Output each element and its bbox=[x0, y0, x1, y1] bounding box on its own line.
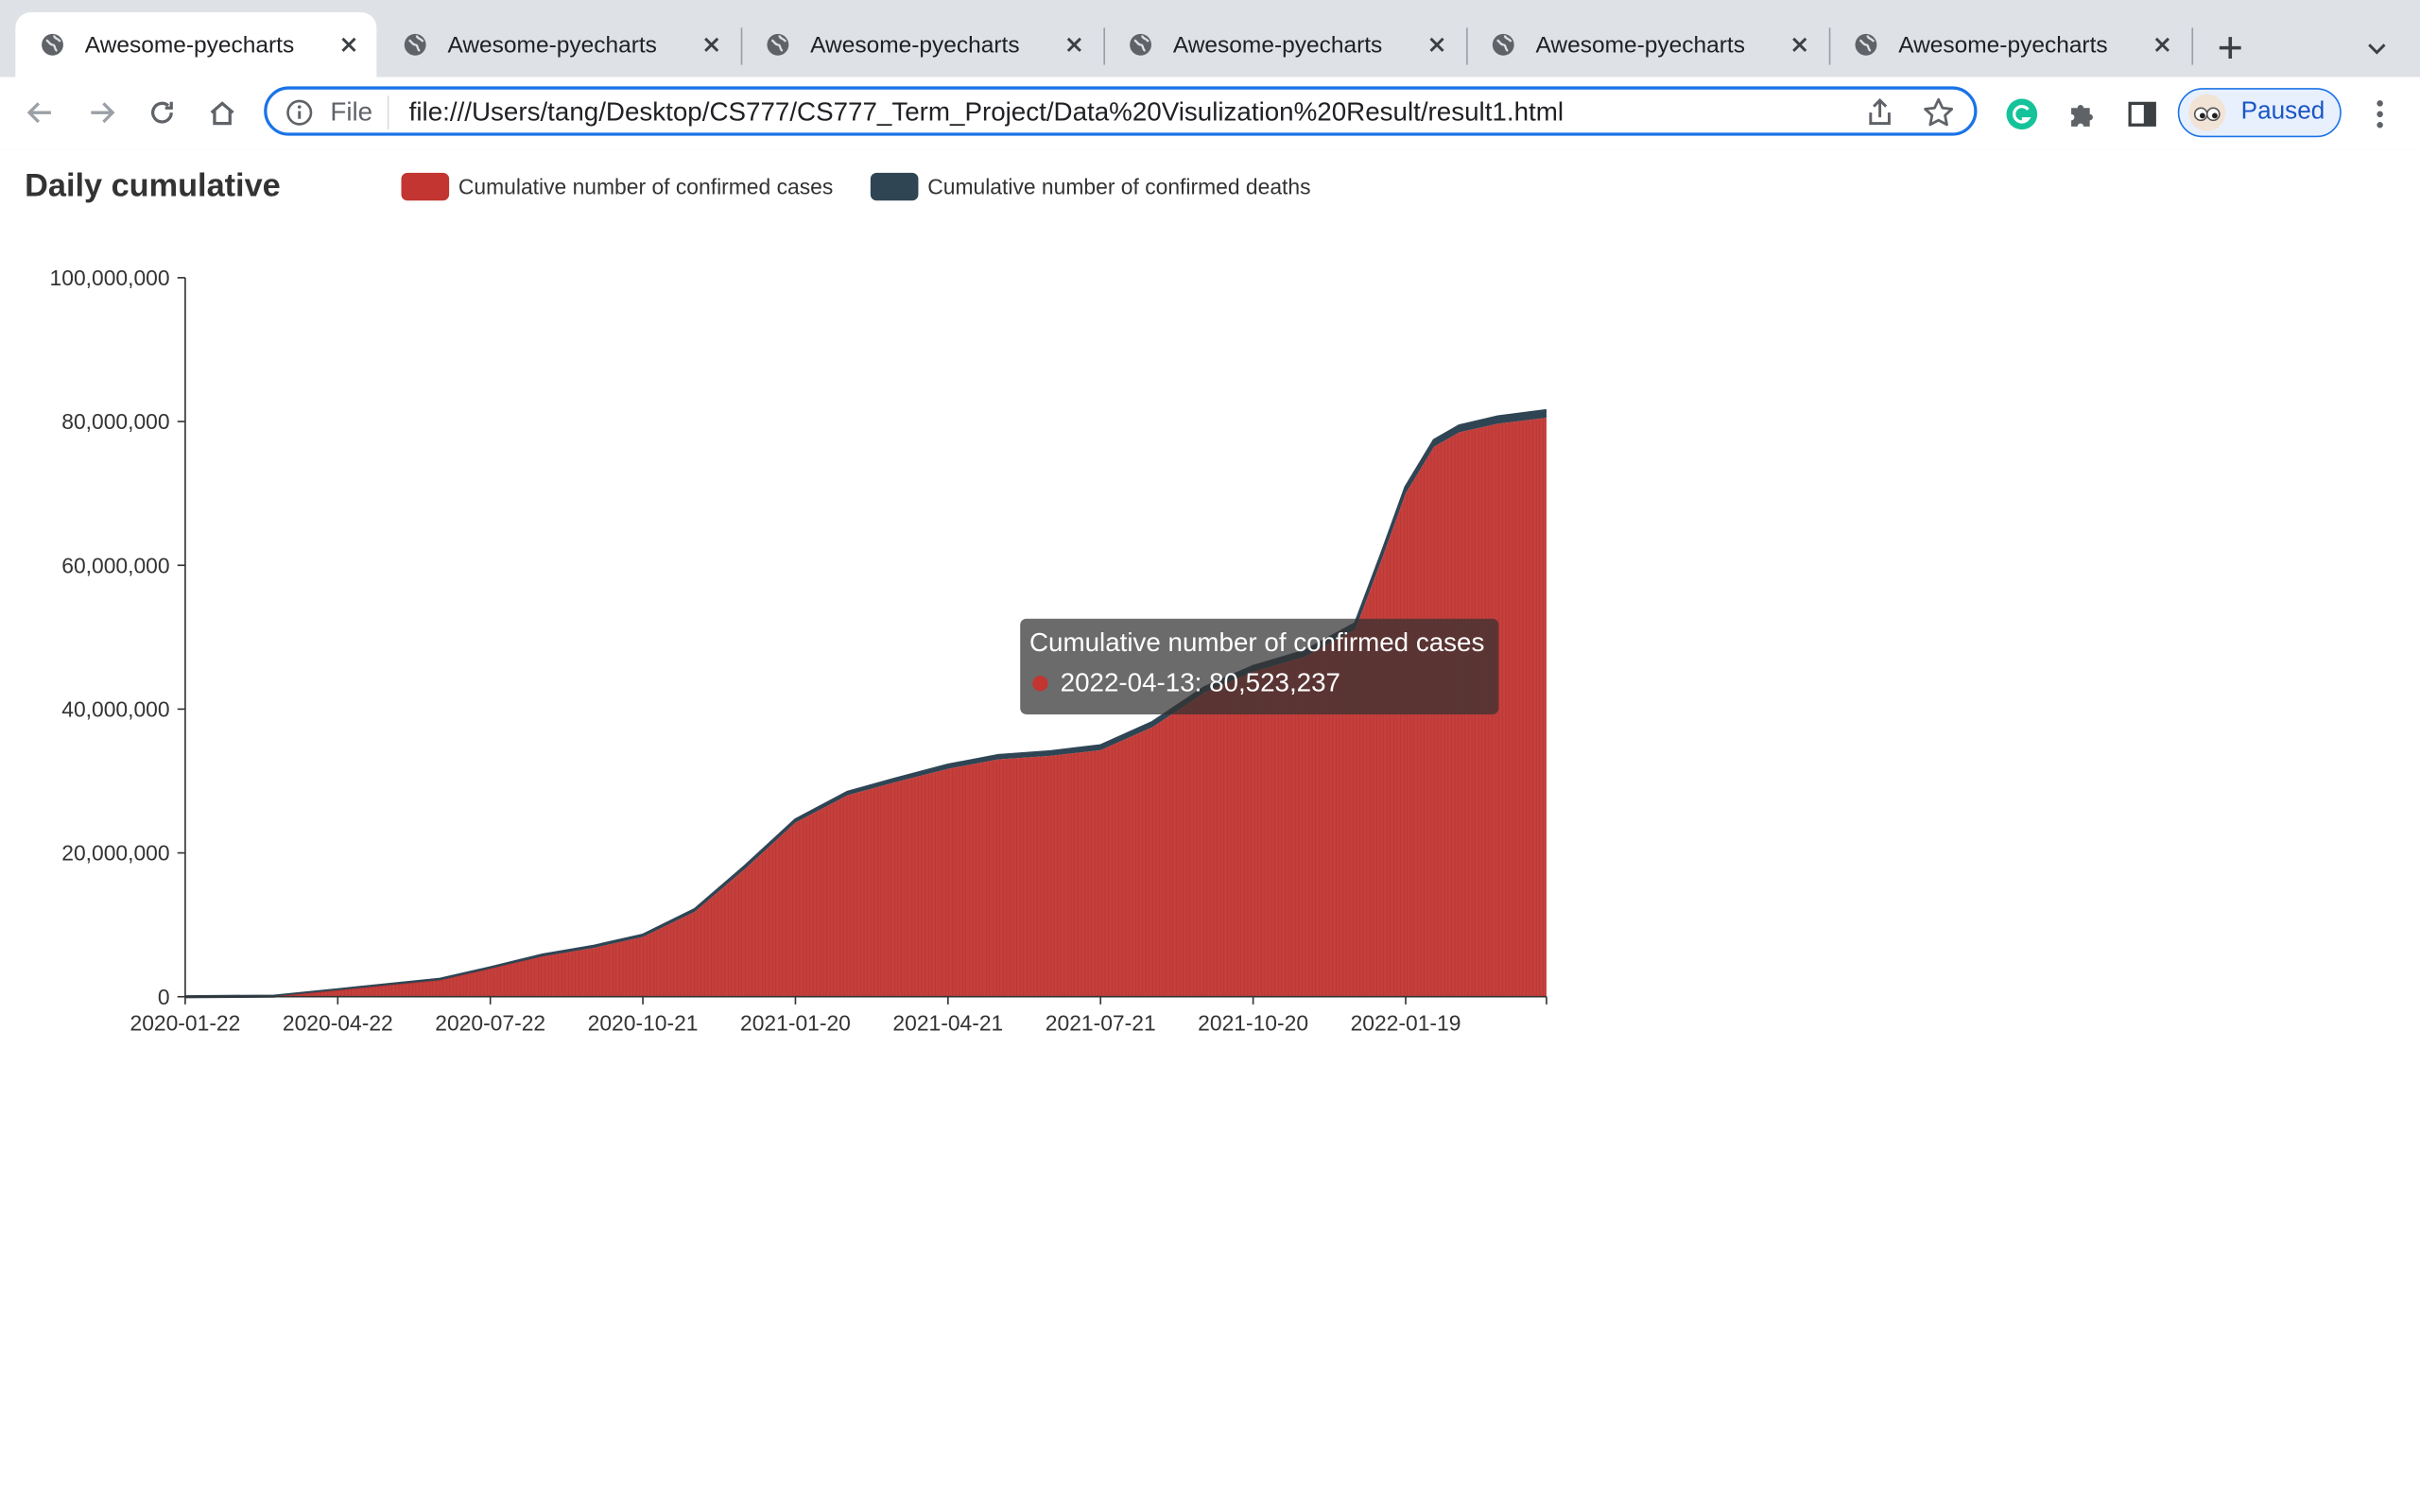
tab-strip: Awesome-pyecharts Awesome-pyecharts Awesom… bbox=[0, 0, 2420, 77]
tab-title: Awesome-pyecharts bbox=[84, 31, 295, 59]
tab-title: Awesome-pyecharts bbox=[810, 31, 1020, 59]
tab-separator bbox=[1466, 27, 1468, 65]
y-tick-label: 80,000,000 bbox=[61, 409, 169, 434]
tooltip-marker bbox=[1032, 676, 1048, 692]
tab-3[interactable]: Awesome-pyecharts bbox=[741, 12, 1102, 77]
avatar-face-icon bbox=[2193, 107, 2221, 122]
cases-area bbox=[184, 418, 1547, 997]
tab-separator bbox=[1828, 27, 1831, 65]
profile-button[interactable]: Paused bbox=[2177, 88, 2342, 138]
forward-button[interactable] bbox=[80, 91, 124, 134]
home-icon bbox=[210, 101, 234, 126]
tab-2[interactable]: Awesome-pyecharts bbox=[378, 12, 739, 77]
close-icon[interactable] bbox=[1422, 29, 1453, 60]
info-icon[interactable] bbox=[285, 98, 313, 126]
legend-item-cases[interactable]: Cumulative number of confirmed cases bbox=[401, 172, 834, 201]
x-tick-label: 2021-07-21 bbox=[1046, 1011, 1156, 1036]
globe-icon bbox=[404, 33, 426, 56]
close-icon[interactable] bbox=[334, 29, 365, 60]
home-button[interactable] bbox=[200, 91, 244, 134]
grammarly-extension-button[interactable] bbox=[2003, 95, 2040, 132]
x-tick-label: 2020-04-22 bbox=[283, 1011, 393, 1036]
extensions-button[interactable] bbox=[2064, 95, 2100, 132]
profile-label: Paused bbox=[2240, 98, 2325, 126]
x-tick-label: 2021-01-20 bbox=[740, 1011, 851, 1036]
chevron-down-icon bbox=[2368, 43, 2386, 55]
tab-title: Awesome-pyecharts bbox=[1172, 31, 1383, 59]
url-text[interactable]: file:///Users/tang/Desktop/CS777/CS777_T… bbox=[408, 96, 1564, 127]
browser-menu-button[interactable] bbox=[2361, 95, 2398, 132]
globe-icon bbox=[767, 33, 789, 56]
x-tick-label: 2021-10-20 bbox=[1198, 1011, 1308, 1036]
legend-swatch-cases bbox=[401, 172, 450, 201]
y-tick-label: 0 bbox=[158, 985, 170, 1009]
tooltip-value: 2022-04-13: 80,523,237 bbox=[1060, 667, 1340, 697]
tab-separator bbox=[740, 27, 743, 65]
legend-label-deaths: Cumulative number of confirmed deaths bbox=[927, 174, 1311, 199]
deaths-line bbox=[184, 408, 1547, 999]
legend-item-deaths[interactable]: Cumulative number of confirmed deaths bbox=[870, 172, 1311, 201]
x-tick-label: 2022-01-19 bbox=[1351, 1011, 1461, 1036]
tab-title: Awesome-pyecharts bbox=[1898, 31, 2108, 59]
tab-1[interactable]: Awesome-pyecharts bbox=[15, 12, 377, 77]
y-tick-label: 100,000,000 bbox=[50, 266, 170, 290]
globe-icon bbox=[1492, 33, 1514, 56]
address-bar[interactable]: File file:///Users/tang/Desktop/CS777/CS… bbox=[264, 86, 1978, 136]
tab-4[interactable]: Awesome-pyecharts bbox=[1103, 12, 1464, 77]
globe-icon bbox=[1855, 33, 1877, 56]
tab-title: Awesome-pyecharts bbox=[1535, 31, 1745, 59]
side-panel-button[interactable] bbox=[2124, 95, 2161, 132]
page-content: 0 20,000,000 40,000,000 60,000,000 80,000,00… bbox=[0, 149, 2420, 1512]
legend-swatch-deaths bbox=[870, 172, 919, 201]
scheme-label: File bbox=[330, 96, 373, 127]
tab-5[interactable]: Awesome-pyecharts bbox=[1466, 12, 1827, 77]
arrow-left-icon bbox=[26, 102, 51, 124]
x-tick-label: 2020-07-22 bbox=[435, 1011, 545, 1036]
back-button[interactable] bbox=[19, 91, 62, 134]
legend-label-cases: Cumulative number of confirmed cases bbox=[458, 174, 834, 199]
bookmark-star-icon[interactable] bbox=[1922, 95, 1956, 129]
new-tab-button[interactable] bbox=[2207, 25, 2254, 71]
kebab-menu-icon bbox=[2377, 100, 2383, 129]
tab-separator bbox=[2191, 27, 2194, 65]
close-icon[interactable] bbox=[1059, 29, 1090, 60]
omnibox-divider bbox=[387, 95, 389, 130]
chart-tooltip: Cumulative number of confirmed cases 202… bbox=[1020, 618, 1499, 714]
reload-icon bbox=[151, 101, 173, 124]
close-icon[interactable] bbox=[2147, 29, 2178, 60]
x-tick-label: 2020-01-22 bbox=[130, 1011, 240, 1036]
tab-search-button[interactable] bbox=[2356, 27, 2399, 71]
side-panel-icon bbox=[2128, 101, 2156, 127]
y-tick-label: 20,000,000 bbox=[61, 841, 169, 866]
x-tick-label: 2021-04-21 bbox=[892, 1011, 1003, 1036]
chart-canvas: 0 20,000,000 40,000,000 60,000,000 80,000,00… bbox=[50, 266, 1547, 1036]
grammarly-icon bbox=[2006, 98, 2038, 130]
chart-title: Daily cumulative bbox=[25, 167, 281, 204]
browser-toolbar: File file:///Users/tang/Desktop/CS777/CS… bbox=[0, 77, 2420, 152]
close-icon[interactable] bbox=[1784, 29, 1815, 60]
plus-icon bbox=[2219, 37, 2241, 60]
cases-hatching bbox=[208, 418, 1544, 997]
close-icon[interactable] bbox=[696, 29, 727, 60]
y-tick-label: 60,000,000 bbox=[61, 553, 169, 577]
puzzle-icon bbox=[2071, 105, 2093, 127]
arrow-right-icon bbox=[91, 102, 115, 124]
share-icon[interactable] bbox=[1863, 95, 1897, 129]
globe-icon bbox=[1130, 33, 1151, 56]
tooltip-row: 2022-04-13: 80,523,237 bbox=[1029, 668, 1490, 699]
tooltip-title: Cumulative number of confirmed cases bbox=[1029, 627, 1485, 658]
reload-button[interactable] bbox=[141, 91, 184, 134]
avatar bbox=[2188, 94, 2226, 131]
tab-separator bbox=[1103, 27, 1106, 65]
globe-icon bbox=[42, 33, 63, 56]
tab-6[interactable]: Awesome-pyecharts bbox=[1829, 12, 2190, 77]
x-tick-label: 2020-10-21 bbox=[588, 1011, 699, 1036]
tab-title: Awesome-pyecharts bbox=[447, 31, 657, 59]
y-tick-label: 40,000,000 bbox=[61, 697, 169, 722]
